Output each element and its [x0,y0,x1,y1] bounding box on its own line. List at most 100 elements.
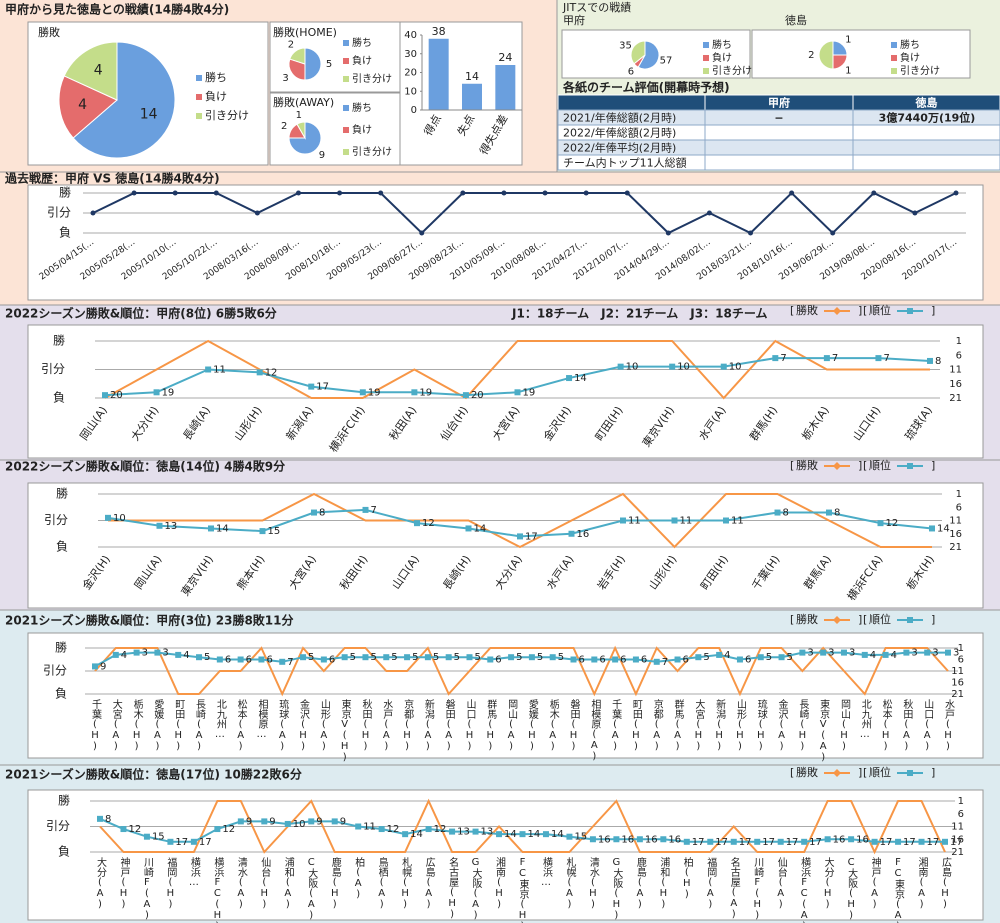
marker [131,190,137,196]
marker [190,838,197,845]
data-label: 17 [950,837,963,848]
x-tick-label: 清水(A) [235,856,247,910]
table-cell-text: − [774,112,783,125]
pie-label: 3 [282,73,288,84]
x-tick-label: 柏(A) [353,856,365,900]
data-label: 7 [883,353,889,364]
marker [706,210,712,216]
marker [258,656,265,663]
marker [528,654,535,661]
chart-subtitle: J1：18チーム J2：21チーム J3：18チーム [511,307,767,321]
x-tick-label: G大阪(A) [470,857,482,921]
y2-tick-label: 6 [956,502,962,513]
x-tick-label: 仙台(A) [775,856,787,910]
x-tick-label: 湘南(A) [916,856,928,910]
legend-marker [833,616,841,624]
marker [754,838,761,845]
pie-slice [637,40,660,70]
data-label: 16 [856,834,869,845]
x-tick-label: 横浜… [540,856,552,888]
pie-label: 2 [281,121,287,132]
legend-label: 負け [712,52,732,64]
table-header: 甲府 [768,96,790,110]
x-tick-label: 新潟(A) [422,698,434,752]
data-label: 12 [422,518,435,529]
x-tick-label: C大阪(H) [846,857,858,921]
x-tick-label: 札幌(A) [564,856,576,910]
y-tick-label: 引分 [44,513,68,527]
marker [143,833,150,840]
data-label: 6 [225,655,231,666]
bar [462,83,482,110]
x-tick-label: 札幌(H) [400,856,412,910]
marker [840,649,847,656]
legend-bracket: ] [931,304,935,317]
x-tick-label: 新潟(H) [714,698,726,752]
marker [570,656,577,663]
marker [632,656,639,663]
marker [566,833,573,840]
data-label: 5 [787,652,793,663]
data-label: 14 [216,523,229,534]
marker [311,509,317,516]
legend-label: 負け [900,52,920,64]
marker [92,663,98,670]
x-tick-label: 東京V(A) [818,698,830,763]
data-label: 9 [340,816,346,827]
x-tick-label: 柏(H) [681,856,693,900]
marker [589,836,596,843]
x-tick-label: 名古屋(A) [728,856,740,920]
marker [362,506,369,513]
marker [120,826,127,833]
x-tick-label: 広島(A) [423,856,435,910]
marker [882,651,889,658]
marker [674,656,681,663]
pie-slice [296,121,306,140]
data-label: 9 [269,816,275,827]
marker [924,649,931,656]
data-label: 6 [246,655,252,666]
data-label: 6 [683,655,689,666]
marker [912,210,918,216]
marker [254,210,260,216]
marker [337,190,343,196]
table-cell [704,154,854,171]
data-label: 3 [849,648,855,659]
data-label: 5 [370,652,376,663]
y-tick-label: 勝 [59,185,71,200]
data-label: 9 [316,816,322,827]
y2-tick-label: 16 [949,379,962,390]
chart-title: 2022シーズン勝敗&順位：徳島(14位) 4勝4敗9分 [5,459,285,474]
marker [404,654,411,661]
data-label: 5 [454,652,460,663]
table-cell-text: 3億7440万(19位) [879,111,976,125]
x-tick-label: 山形(H) [734,699,746,752]
table-row-label: 2021/年俸総額(2月時) [563,111,676,125]
x-tick-label: 栃木(H) [131,698,143,752]
marker [487,656,494,663]
table-row-label: 2022/年俸総額(2月時) [563,126,676,140]
data-label: 16 [668,834,681,845]
series-line [94,645,949,697]
marker [508,654,515,661]
legend-bracket: ] [931,613,935,626]
pie-slice [58,75,118,139]
marker [777,838,784,845]
x-tick-label: 北九州… [859,699,871,740]
legend-label: 順位 [869,612,891,626]
legend-label: 負け [352,55,372,67]
marker [665,230,671,236]
marker [341,654,348,661]
marker [723,517,729,524]
marker [237,656,244,663]
legend-swatch [343,105,349,111]
marker [279,658,286,665]
x-tick-label: 横浜FC(H) [212,856,224,923]
pie-label: 57 [660,56,673,67]
pie-slice [304,47,322,81]
data-label: 6 [266,655,272,666]
legend-swatch [343,127,349,133]
data-label: 6 [641,655,647,666]
marker [205,366,212,373]
pie-label: 1 [845,35,851,46]
